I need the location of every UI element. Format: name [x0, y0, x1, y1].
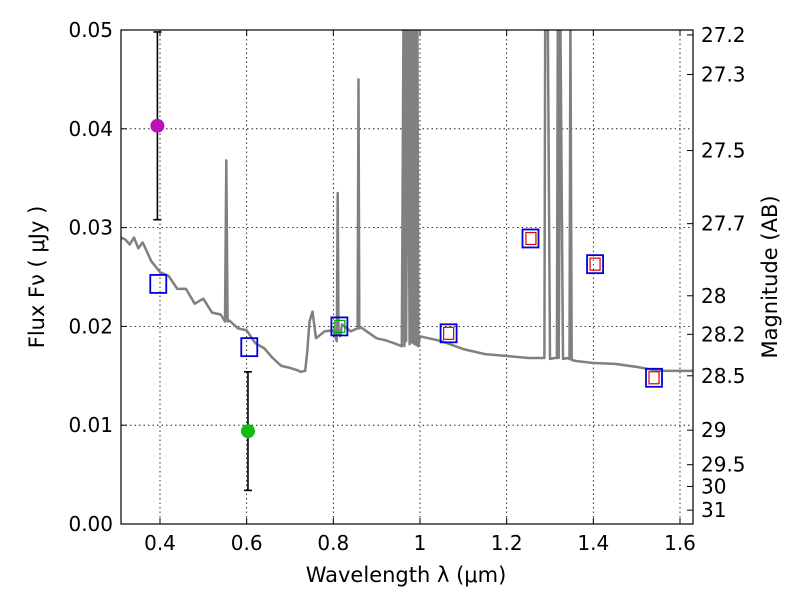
mag-tick-label: 28.5: [701, 364, 746, 388]
x-tick-label: 1.2: [491, 531, 523, 555]
mag-tick-label: 27.3: [701, 62, 746, 86]
axis-ticks: 0.4 0.6 0.8 1 1.2 1.4 1.6 0.00 0.01 0.02 0.03 0.04 0…: [68, 18, 745, 555]
mag-tick-label: 29.5: [701, 453, 746, 477]
x-tick-label: 1.6: [664, 531, 696, 555]
plot-frame: [120, 29, 694, 525]
mag-tick-label: 28: [701, 284, 726, 308]
inner-band-box: [443, 326, 455, 340]
x-tick-label: 0.6: [231, 531, 263, 555]
inner-band-box: [648, 371, 660, 385]
mag-tick-label: 27.5: [701, 139, 746, 163]
y2-axis-title: Magnitude (AB): [758, 195, 782, 358]
model-band-box: [521, 228, 540, 249]
y-tick-label: 0.00: [68, 512, 113, 536]
x-tick-label: 1: [414, 531, 427, 555]
mag-tick-label: 30: [701, 474, 726, 498]
y-tick-label: 0.03: [68, 216, 113, 240]
model-band-box: [149, 274, 168, 294]
photometry-point: [240, 424, 255, 439]
model-band-box: [439, 323, 458, 344]
y-tick-label: 0.04: [68, 117, 113, 141]
y-tick-label: 0.05: [68, 18, 113, 42]
x-tick-label: 1.4: [577, 531, 609, 555]
photometry-point: [150, 118, 165, 133]
model-band-box: [586, 254, 604, 275]
x-tick-label: 0.8: [317, 531, 349, 555]
inner-band-box: [334, 319, 346, 333]
mag-tick-label: 28.2: [701, 322, 746, 346]
inner-band-box: [525, 231, 537, 246]
y-tick-label: 0.01: [68, 413, 113, 437]
model-band-box: [645, 367, 663, 388]
model-band-box: [240, 337, 259, 358]
y-tick-label: 0.02: [68, 314, 113, 338]
x-tick-label: 0.4: [144, 531, 176, 555]
model-band-box: [330, 316, 349, 337]
y-axis-title: Flux Fν ( μJy ): [25, 206, 49, 349]
mag-tick-label: 27.7: [701, 212, 746, 236]
x-axis-title: Wavelength λ (μm): [306, 563, 507, 587]
mag-tick-label: 27.2: [701, 23, 746, 47]
inner-band-box: [589, 257, 601, 271]
sed-model-line: [121, 30, 693, 374]
sed-model-layer: [121, 30, 693, 374]
mag-tick-label: 31: [701, 498, 726, 522]
photometry-layer: [149, 31, 663, 492]
mag-tick-label: 29: [701, 418, 726, 442]
